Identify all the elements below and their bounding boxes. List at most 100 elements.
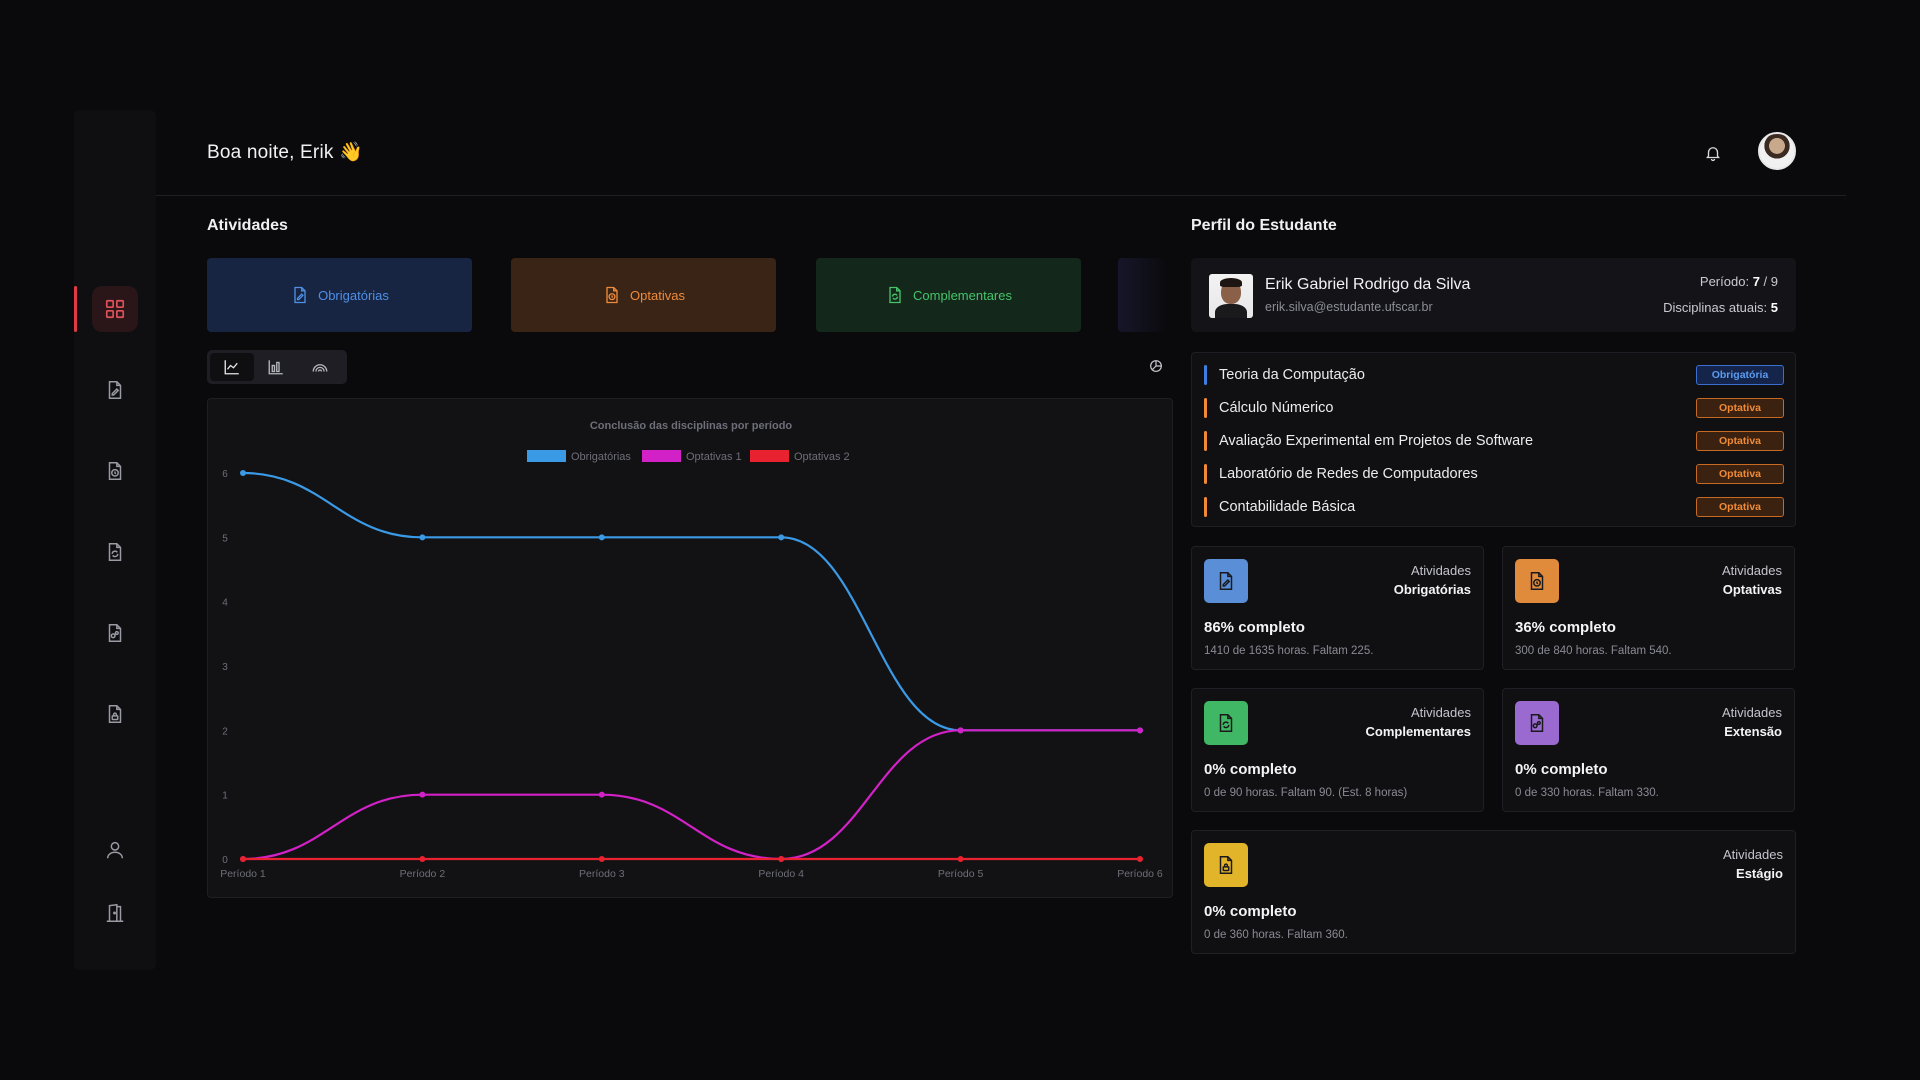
tab-label: Complementares [913, 287, 1012, 303]
stat-category: Obrigatórias [1393, 582, 1471, 597]
line-chart: Conclusão das disciplinas por período Obr… [220, 420, 1163, 880]
data-point [419, 791, 426, 798]
bar-chart-icon [268, 360, 283, 375]
data-point [598, 534, 605, 541]
y-tick-label: 3 [222, 662, 228, 673]
radial-chart-toggle[interactable] [298, 353, 342, 381]
student-period: Período: 7 / 9 [1699, 274, 1778, 289]
chart-type-toggle [207, 350, 347, 384]
sidebar-item-logout[interactable] [92, 890, 138, 936]
file-network-icon [1530, 714, 1544, 732]
data-point [957, 727, 964, 734]
stat-card-extensao[interactable]: Atividades Extensão 0% completo 0 de 330… [1502, 688, 1795, 812]
sidebar-item-extensao[interactable] [92, 610, 138, 656]
current-courses-list: Teoria da Computação Obrigatória Cálculo… [1191, 352, 1796, 527]
status-badge: Obrigatória [1696, 365, 1784, 385]
greeting-text: Boa noite, Erik 👋 [207, 142, 363, 163]
stat-card-complementares[interactable]: Atividades Complementares 0% completo 0 … [1191, 688, 1484, 812]
line-chart-toggle[interactable] [210, 353, 254, 381]
stat-percent: 0% completo [1515, 761, 1608, 778]
stat-hours: 300 de 840 horas. Faltam 540. [1515, 645, 1672, 657]
x-tick-label: Período 6 [1117, 868, 1163, 880]
tab-complementares[interactable]: Complementares [816, 258, 1081, 332]
sidebar-item-optativas[interactable] [92, 448, 138, 494]
stat-category: Extensão [1724, 724, 1782, 739]
course-name: Contabilidade Básica [1219, 499, 1356, 515]
stat-label: Atividades [1411, 705, 1471, 720]
sidebar-item-obrigatorias[interactable] [92, 367, 138, 413]
period-value: 7 [1752, 274, 1760, 289]
sidebar-item-complementares[interactable] [92, 529, 138, 575]
file-network-icon [108, 624, 122, 642]
stat-category: Estágio [1736, 866, 1783, 881]
chart-options-button[interactable] [1148, 358, 1166, 376]
bar-chart-toggle[interactable] [254, 353, 298, 381]
sidebar-item-dashboard[interactable] [92, 286, 138, 332]
user-icon [106, 841, 124, 859]
user-avatar[interactable] [1758, 132, 1796, 170]
x-tick-label: Período 5 [938, 868, 984, 880]
x-tick-label: Período 3 [579, 868, 625, 880]
file-clock-icon [1530, 572, 1544, 590]
disciplines-value: 5 [1770, 300, 1778, 315]
y-tick-label: 4 [222, 598, 228, 609]
grid-icon [105, 299, 125, 319]
file-edit-icon [108, 381, 122, 399]
y-tick-label: 0 [222, 855, 228, 866]
stat-hours: 0 de 360 horas. Faltam 360. [1204, 929, 1348, 941]
stat-percent: 0% completo [1204, 761, 1297, 778]
top-header: Boa noite, Erik 👋 [156, 110, 1846, 196]
stat-icon-box [1204, 701, 1248, 745]
data-point [419, 856, 426, 862]
data-point [778, 534, 785, 541]
list-item[interactable]: Laboratório de Redes de Computadores Opt… [1204, 463, 1784, 485]
data-point [957, 856, 964, 862]
y-tick-label: 2 [222, 726, 228, 737]
tab-obrigatorias[interactable]: Obrigatórias [207, 258, 472, 332]
data-point [598, 856, 605, 862]
tab-optativas[interactable]: Optativas [511, 258, 776, 332]
stat-hours: 1410 de 1635 horas. Faltam 225. [1204, 645, 1374, 657]
course-color-bar [1204, 431, 1207, 451]
status-badge: Optativa [1696, 431, 1784, 451]
stat-percent: 0% completo [1204, 903, 1297, 920]
stat-label: Atividades [1722, 705, 1782, 720]
data-point [240, 856, 246, 862]
course-color-bar [1204, 497, 1207, 517]
stat-card-estagio[interactable]: Atividades Estágio 0% completo 0 de 360 … [1191, 830, 1796, 954]
x-tick-label: Período 4 [758, 868, 804, 880]
stat-hours: 0 de 330 horas. Faltam 330. [1515, 787, 1659, 799]
profile-section-title: Perfil do Estudante [1191, 217, 1337, 234]
file-lock-icon [108, 705, 122, 723]
sidebar-item-estagio[interactable] [92, 691, 138, 737]
legend-label: Obrigatórias [571, 451, 631, 463]
course-color-bar [1204, 398, 1207, 418]
stat-card-optativas[interactable]: Atividades Optativas 36% completo 300 de… [1502, 546, 1795, 670]
list-item[interactable]: Contabilidade Básica Optativa [1204, 496, 1784, 518]
door-exit-icon [106, 903, 124, 922]
sidebar-item-profile[interactable] [92, 827, 138, 873]
list-item[interactable]: Teoria da Computação Obrigatória [1204, 364, 1784, 386]
data-point [778, 856, 785, 862]
stat-percent: 36% completo [1515, 619, 1616, 636]
course-name: Laboratório de Redes de Computadores [1219, 466, 1478, 482]
legend-label: Optativas 2 [794, 451, 850, 463]
activities-title: Atividades [207, 217, 288, 234]
disciplines-label: Disciplinas atuais: [1663, 300, 1768, 315]
file-clock-icon [108, 462, 122, 480]
course-color-bar [1204, 464, 1207, 484]
x-tick-label: Período 1 [220, 868, 266, 880]
list-item[interactable]: Avaliação Experimental em Projetos de So… [1204, 430, 1784, 452]
tab-more-partial[interactable] [1118, 258, 1168, 332]
notifications-button[interactable] [1700, 140, 1726, 166]
sidebar [74, 110, 156, 970]
student-profile-card: Erik Gabriel Rodrigo da Silva erik.silva… [1191, 258, 1796, 332]
status-badge: Optativa [1696, 398, 1784, 418]
stat-category: Optativas [1722, 582, 1782, 597]
list-item[interactable]: Cálculo Númerico Optativa [1204, 397, 1784, 419]
current-disciplines: Disciplinas atuais: 5 [1663, 300, 1778, 315]
stat-icon-box [1515, 701, 1559, 745]
stat-card-obrigatorias[interactable]: Atividades Obrigatórias 86% completo 141… [1191, 546, 1484, 670]
course-name: Cálculo Númerico [1219, 400, 1334, 416]
